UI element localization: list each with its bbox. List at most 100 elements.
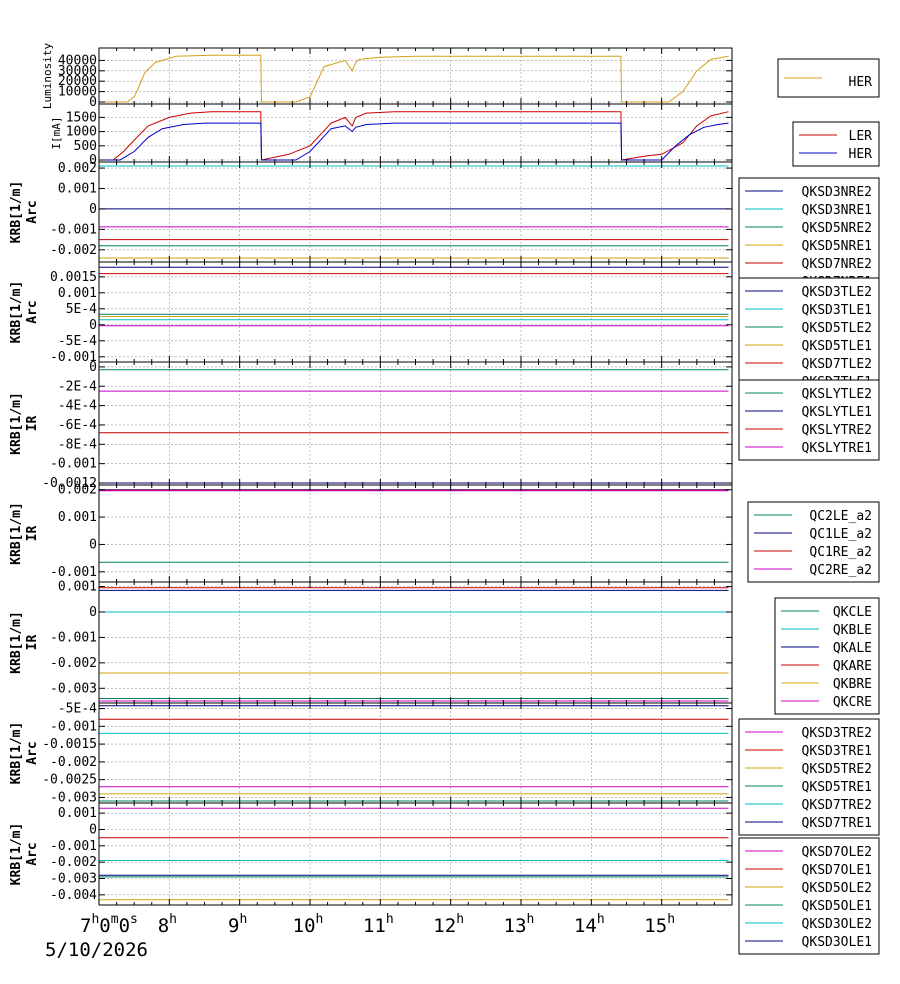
x-tick-label-superscript: h xyxy=(386,912,394,927)
y-axis-sublabel: Arc xyxy=(25,842,40,865)
legend-label: QKSD5TLE1 xyxy=(802,339,872,354)
x-tick-label-part: 13 xyxy=(504,915,527,937)
x-tick-label-part: 0 xyxy=(99,915,110,937)
y-tick-label: 0.002 xyxy=(58,483,97,498)
date-label: 5/10/2026 xyxy=(45,939,148,961)
legend-8: QKSD3TRE2 QKSD3TRE1 QKSD5TRE2 QKSD5TRE1 QKSD… xyxy=(738,718,880,836)
panel-frame xyxy=(98,802,733,906)
y-tick-label: 0 xyxy=(89,153,97,168)
legend-label: QKSD7TRE2 xyxy=(802,798,872,813)
legend-label: QKSD3TRE1 xyxy=(802,744,872,759)
y-tick-label: 1500 xyxy=(66,110,97,125)
y-tick-label: -8E-4 xyxy=(58,437,97,452)
x-tick-label-superscript: h xyxy=(597,912,605,927)
y-tick-label: -0.002 xyxy=(50,755,97,770)
x-tick-label-part: 10 xyxy=(293,915,316,937)
legend-2: LER HER xyxy=(792,121,880,167)
x-tick-label-part: 9 xyxy=(228,915,239,937)
x-tick-label: 15h xyxy=(644,912,675,937)
y-tick-label: 0.002 xyxy=(58,161,97,176)
legend-label: QKSLYTRE1 xyxy=(802,441,872,456)
x-tick-label-superscript: h xyxy=(316,912,324,927)
y-axis-sublabel: Arc xyxy=(25,300,40,323)
panel-frame xyxy=(98,702,733,804)
legend-4: QKSD3TLE2 QKSD3TLE1 QKSD5TLE2 QKSD5TLE1 QKSD… xyxy=(738,277,880,395)
y-tick-label: -0.001 xyxy=(50,719,97,734)
legend-label: QC1LE_a2 xyxy=(809,527,872,542)
legend-3: QKSD3NRE2 QKSD3NRE1 QKSD5NRE2 QKSD5NRE1 QKSD… xyxy=(738,177,880,295)
y-tick-label: -0.0015 xyxy=(42,737,97,752)
y-tick-label: 0.001 xyxy=(58,510,97,525)
legend-box xyxy=(774,597,880,715)
y-tick-label: 0.0015 xyxy=(50,270,97,285)
legend-label: QKSD7TLE2 xyxy=(802,357,872,372)
x-tick-label-part: 0 xyxy=(119,915,130,937)
legend-label: QKSLYTRE2 xyxy=(802,423,872,438)
legend-label: QKSD7NRE2 xyxy=(802,257,872,272)
y-tick-label: 500 xyxy=(74,139,97,154)
y-tick-label: -0.003 xyxy=(50,681,97,696)
y-tick-label: 0 xyxy=(89,95,97,110)
x-tick-label-superscript: s xyxy=(130,912,138,927)
y-axis-label: KRB[1/m] xyxy=(9,392,24,455)
y-tick-label: -4E-4 xyxy=(58,399,97,414)
x-tick-label: 11h xyxy=(363,912,394,937)
legend-label: QKSLYTLE1 xyxy=(802,405,872,420)
y-axis-label: Luminosity xyxy=(41,43,54,110)
y-axis-label: KRB[1/m] xyxy=(9,611,24,674)
y-tick-label: -0.002 xyxy=(50,855,97,870)
x-tick-label-part: 15 xyxy=(644,915,667,937)
x-tick-label: 9h xyxy=(228,912,247,937)
legend-label: QKSD5NRE2 xyxy=(802,221,872,236)
x-tick-label-superscript: h xyxy=(239,912,247,927)
y-tick-label: -0.0012 xyxy=(42,476,97,491)
panel-frame xyxy=(98,361,733,486)
y-tick-label: 0 xyxy=(89,537,97,552)
legend-label: QKSD5OLE1 xyxy=(802,899,872,914)
y-tick-label: -0.001 xyxy=(50,565,97,580)
legend-label: QKALE xyxy=(833,641,872,656)
x-tick-label: 10h xyxy=(293,912,324,937)
x-tick-label-part: 14 xyxy=(574,915,597,937)
y-tick-label: 30000 xyxy=(58,64,97,79)
y-tick-label: 0.001 xyxy=(58,806,97,821)
legend-label: QKBLE xyxy=(833,623,872,638)
y-axis-sublabel: IR xyxy=(25,526,40,542)
x-tick-label-part: 11 xyxy=(363,915,386,937)
legend-label: QKSD3TLE1 xyxy=(802,303,872,318)
legend-label: HER xyxy=(849,75,873,90)
y-tick-label: -0.003 xyxy=(50,790,97,805)
y-tick-label: -0.001 xyxy=(50,630,97,645)
legend-box xyxy=(738,837,880,955)
y-tick-label: 5E-4 xyxy=(66,302,97,317)
y-tick-label: 0 xyxy=(89,360,97,375)
y-tick-label: 0 xyxy=(89,605,97,620)
y-tick-label: -0.002 xyxy=(50,243,97,258)
y-tick-label: 10000 xyxy=(58,85,97,100)
legend-box xyxy=(738,718,880,836)
x-tick-label: 12h xyxy=(433,912,464,937)
y-tick-label: -0.0025 xyxy=(42,773,97,788)
y-tick-label: -6E-4 xyxy=(58,418,97,433)
y-tick-label: 0.001 xyxy=(58,182,97,197)
legend-label: QKSD5TRE1 xyxy=(802,780,872,795)
y-tick-label: -0.001 xyxy=(50,350,97,365)
series-line-HER xyxy=(99,54,729,103)
legend-label: QKARE xyxy=(833,659,872,674)
y-axis-label: KRB[1/m] xyxy=(9,281,24,344)
legend-label: HER xyxy=(849,147,873,162)
x-tick-label-superscript: h xyxy=(169,912,177,927)
y-tick-label: -2E-4 xyxy=(58,379,97,394)
y-axis-label: KRB[1/m] xyxy=(9,823,24,886)
legend-label: QC2LE_a2 xyxy=(809,509,872,524)
y-axis-label: KRB[1/m] xyxy=(9,502,24,565)
y-axis-sublabel: IR xyxy=(25,635,40,651)
legend-label: QKSD5OLE2 xyxy=(802,881,872,896)
legend-label: QKBRE xyxy=(833,677,872,692)
panel-6: -0.001 0 0.001 0.002 KRB[1/m] IR xyxy=(9,483,733,583)
y-tick-label: 40000 xyxy=(58,53,97,68)
y-tick-label: 1000 xyxy=(66,125,97,140)
